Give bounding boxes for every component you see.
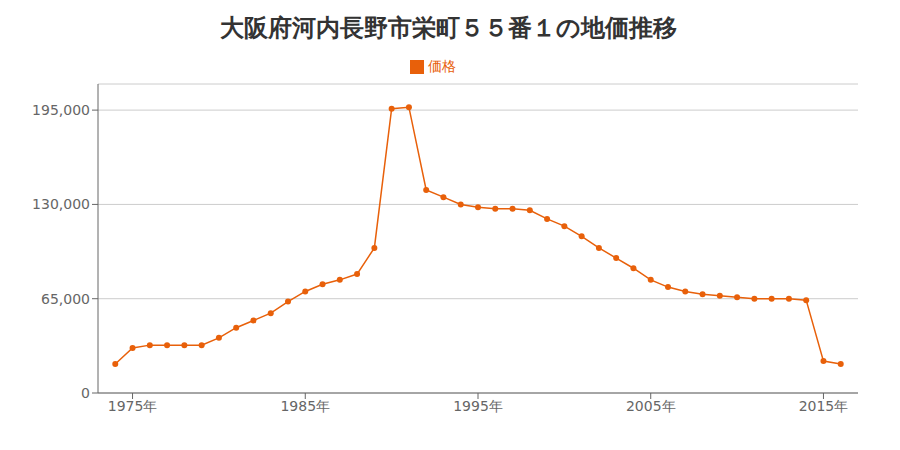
svg-text:2005年: 2005年 <box>626 398 676 414</box>
svg-text:130,000: 130,000 <box>32 196 90 212</box>
svg-text:1995年: 1995年 <box>453 398 503 414</box>
svg-text:0: 0 <box>81 385 90 401</box>
html-text:大阪府河内長野市栄町５５番１の地価推移: 大阪府河内長野市栄町５５番１の地価推移 <box>219 14 677 42</box>
svg-text:1975年: 1975年 <box>108 398 158 414</box>
svg-text:2015年: 2015年 <box>799 398 849 414</box>
svg-text:65,000: 65,000 <box>41 291 90 307</box>
svg-text:195,000: 195,000 <box>32 102 90 118</box>
html-text:価格: 価格 <box>428 58 456 74</box>
svg-text:1985年: 1985年 <box>280 398 330 414</box>
